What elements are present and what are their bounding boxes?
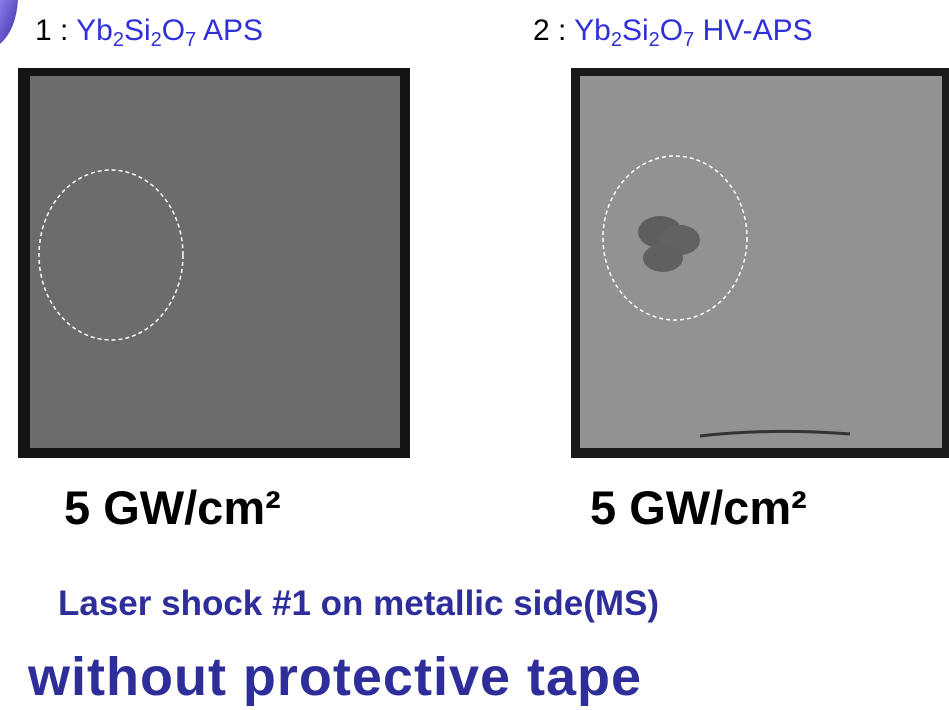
subscript: 2 [610,29,622,51]
decor-orb [0,0,18,44]
formula: Yb2Si2O7 HV-APS [574,14,813,50]
fluence-label: 5 GW/cm² [590,481,807,534]
method: APS [202,14,263,47]
panel-title: 2 : Yb2Si2O7 HV-APS [533,14,813,50]
panel-index: 1 : [35,14,69,47]
element: Yb [76,14,113,47]
subscript: 2 [150,29,162,51]
subscript: 2 [648,29,660,51]
element: Si [123,14,151,47]
panel-title: 1 : Yb2Si2O7 APS [35,14,263,50]
method: HV-APS [702,14,813,47]
caption-line: without protective tape [28,647,643,707]
sample-image-1 [18,68,410,458]
formula: Yb2Si2O7 APS [76,14,263,50]
fluence-label: 5 GW/cm² [64,481,281,534]
element: Yb [574,14,611,47]
element: O [161,14,186,47]
sample-image-2 [571,68,949,458]
subscript: 7 [185,29,197,51]
element: Si [621,14,649,47]
panel-index: 2 : [533,14,567,47]
element: O [659,14,684,47]
subscript: 2 [112,29,124,51]
caption-line: Laser shock #1 on metallic side(MS) [58,584,660,623]
subscript: 7 [683,29,695,51]
